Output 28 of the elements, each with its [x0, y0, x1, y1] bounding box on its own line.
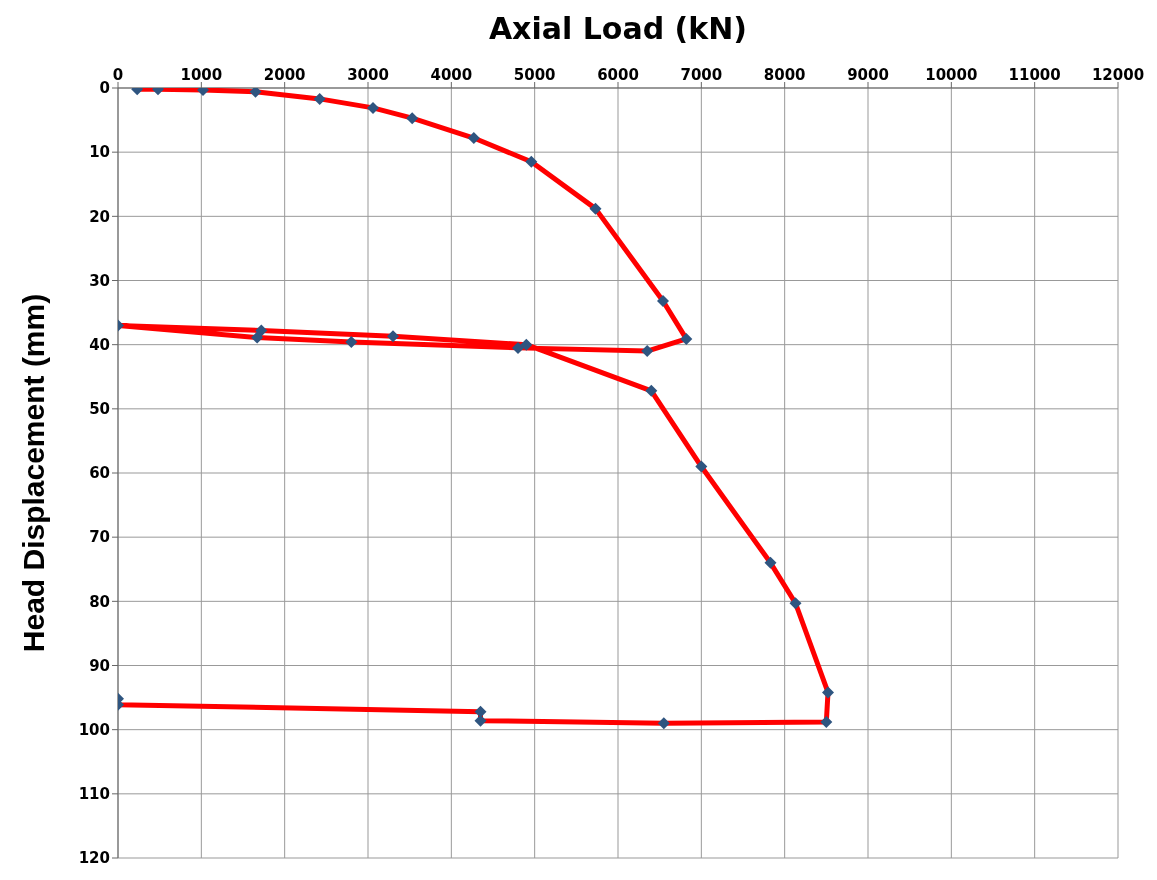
x-tick-label: 12000 — [1091, 66, 1145, 84]
x-tick-label: 10000 — [925, 66, 978, 84]
x-tick-label: 9000 — [847, 66, 889, 84]
y-tick-label: 0 — [99, 79, 110, 98]
y-tick-label: 40 — [89, 335, 110, 354]
y-tick-label: 50 — [89, 400, 110, 419]
x-tick-label: 6000 — [597, 66, 639, 84]
x-axis-title: Axial Load (kN) — [488, 11, 748, 47]
y-tick-label: 60 — [89, 464, 110, 483]
y-tick-label: 80 — [89, 592, 110, 611]
x-tick-label: 1000 — [180, 66, 223, 84]
y-tick-label: 30 — [89, 271, 110, 290]
x-tick-label: 5000 — [513, 66, 556, 84]
x-tick-label: 7000 — [680, 66, 723, 84]
x-tick-label: 4000 — [430, 66, 473, 84]
x-tick-label: 3000 — [347, 66, 389, 84]
y-tick-label: 90 — [89, 656, 110, 675]
x-tick-label: 8000 — [763, 66, 806, 84]
y-tick-label: 120 — [78, 849, 110, 868]
y-tick-label: 70 — [89, 528, 110, 547]
x-tick-label: 11000 — [1008, 66, 1061, 84]
y-tick-label: 10 — [89, 143, 110, 162]
x-tick-label: 0 — [112, 66, 124, 84]
y-tick-label: 20 — [89, 207, 110, 226]
y-axis-title: Head Displacement (mm) — [16, 293, 50, 653]
y-tick-label: 100 — [78, 720, 110, 739]
y-tick-label: 110 — [78, 785, 110, 804]
x-tick-label: 2000 — [263, 66, 306, 84]
